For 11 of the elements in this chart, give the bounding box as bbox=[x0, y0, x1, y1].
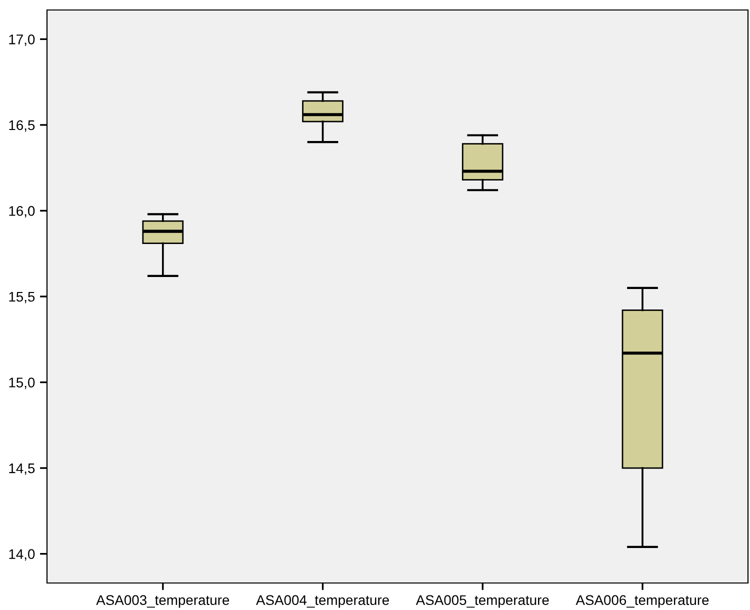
x-tick-label: ASA004_temperature bbox=[256, 595, 389, 608]
y-tick-label: 16,5 bbox=[9, 120, 35, 132]
x-tick-label: ASA005_temperature bbox=[416, 595, 549, 608]
y-tick-label: 16,0 bbox=[9, 206, 35, 218]
x-tick-label: ASA006_temperature bbox=[576, 595, 709, 608]
x-tick-label: ASA003_temperature bbox=[96, 595, 230, 608]
y-tick-label: 14,0 bbox=[9, 549, 35, 561]
y-tick-label: 17,0 bbox=[9, 34, 35, 46]
y-tick-label: 15,5 bbox=[9, 292, 35, 304]
y-tick-label: 15,0 bbox=[9, 378, 35, 390]
y-tick-label: 14,5 bbox=[9, 464, 35, 475]
